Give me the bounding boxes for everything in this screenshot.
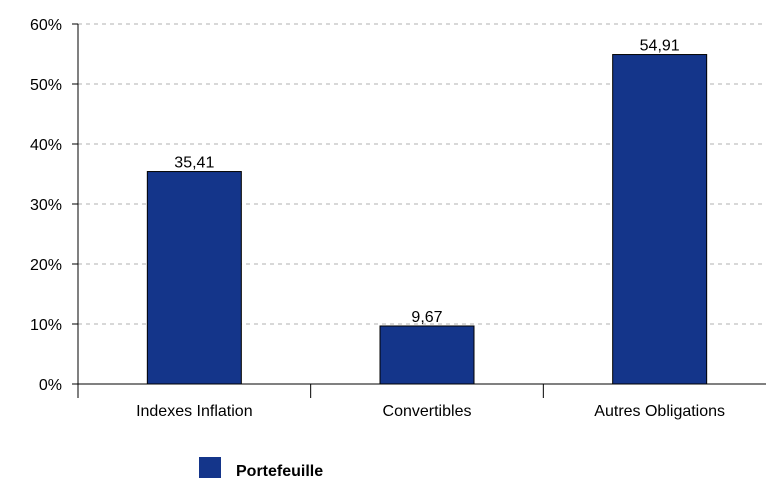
y-tick-label-60: 60% (30, 17, 62, 34)
x-tick-label-indexes-inflation: Indexes Inflation (136, 403, 253, 420)
legend: Portefeuille (199, 457, 323, 480)
bar-convertibles (379, 325, 475, 385)
axes (72, 23, 766, 398)
y-tick-label-30: 30% (30, 197, 62, 214)
y-tick-label-0: 0% (39, 377, 62, 394)
x-tick-label-convertibles: Convertibles (383, 403, 472, 420)
bars (146, 54, 708, 385)
bar-autres-obligations (612, 54, 708, 385)
labels: 0% 10% 20% 30% 40% 50% 60% 35,41 Indexes Inflati… (30, 17, 725, 420)
legend-label-portefeuille: Portefeuille (236, 463, 323, 478)
bar-indexes-inflation (146, 171, 242, 385)
legend-swatch-portefeuille (199, 457, 221, 478)
y-tick-label-10: 10% (30, 317, 62, 334)
data-label-autres-obligations: 54,91 (640, 38, 680, 55)
data-label-convertibles: 9,67 (411, 309, 442, 326)
y-tick-label-40: 40% (30, 137, 62, 154)
y-tick-label-20: 20% (30, 257, 62, 274)
y-tick-label-50: 50% (30, 77, 62, 94)
data-label-indexes-inflation: 35,41 (174, 155, 214, 172)
x-tick-label-autres-obligations: Autres Obligations (594, 403, 725, 420)
